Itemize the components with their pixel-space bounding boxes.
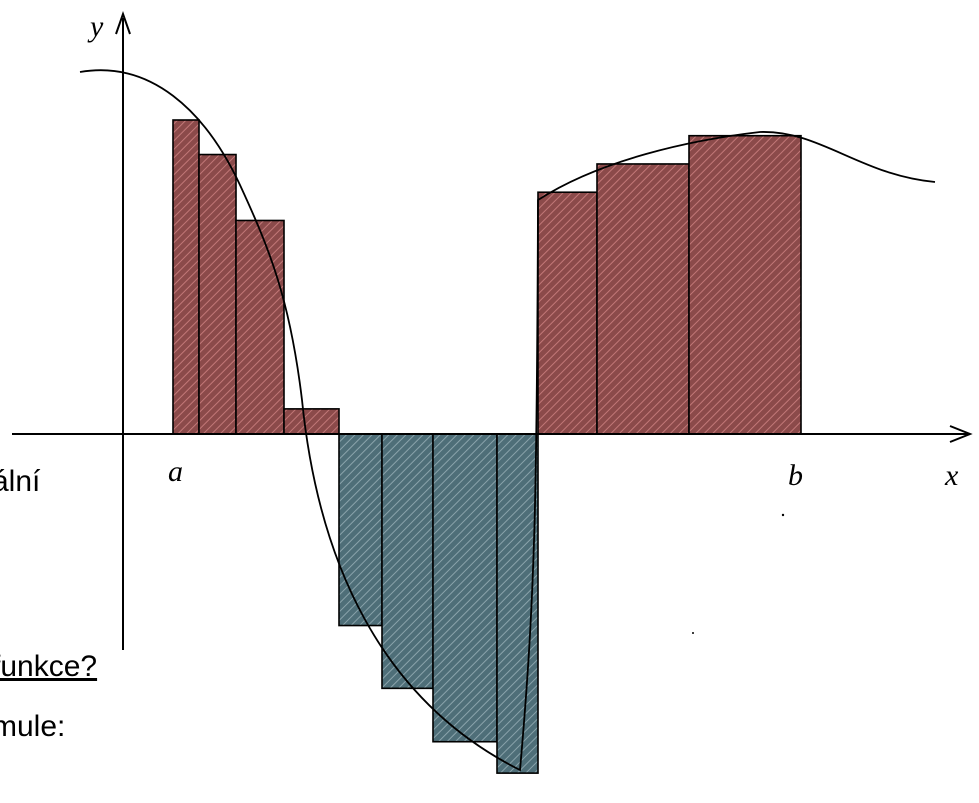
stray-mark <box>692 632 694 634</box>
negative-riemann-rectangle <box>432 433 498 743</box>
interval-end-label-b: b <box>788 459 803 492</box>
interval-start-label-a: a <box>168 455 183 488</box>
x-axis-arrowhead <box>949 425 973 443</box>
positive-riemann-rectangle <box>688 134 802 435</box>
background-text-line: mule: <box>0 710 66 743</box>
positive-riemann-rectangle <box>596 163 690 435</box>
negative-riemann-rectangle <box>381 433 434 690</box>
positive-riemann-rectangle <box>537 191 598 435</box>
y-axis-arrowhead <box>115 10 131 35</box>
positive-riemann-rectangle <box>172 119 200 435</box>
function-curve <box>79 69 936 772</box>
background-text-line: ální <box>0 465 41 498</box>
background-text-line: · <box>0 772 2 802</box>
positive-riemann-rectangle <box>283 408 340 435</box>
background-text-line: funkce? <box>0 650 98 683</box>
y-axis-label: y <box>87 10 104 43</box>
negative-riemann-rectangle <box>338 433 383 627</box>
riemann-rectangles <box>172 119 802 774</box>
stray-mark <box>781 513 785 517</box>
x-axis-label: x <box>944 459 959 492</box>
positive-riemann-rectangle <box>235 219 285 435</box>
positive-riemann-rectangle <box>198 153 237 435</box>
